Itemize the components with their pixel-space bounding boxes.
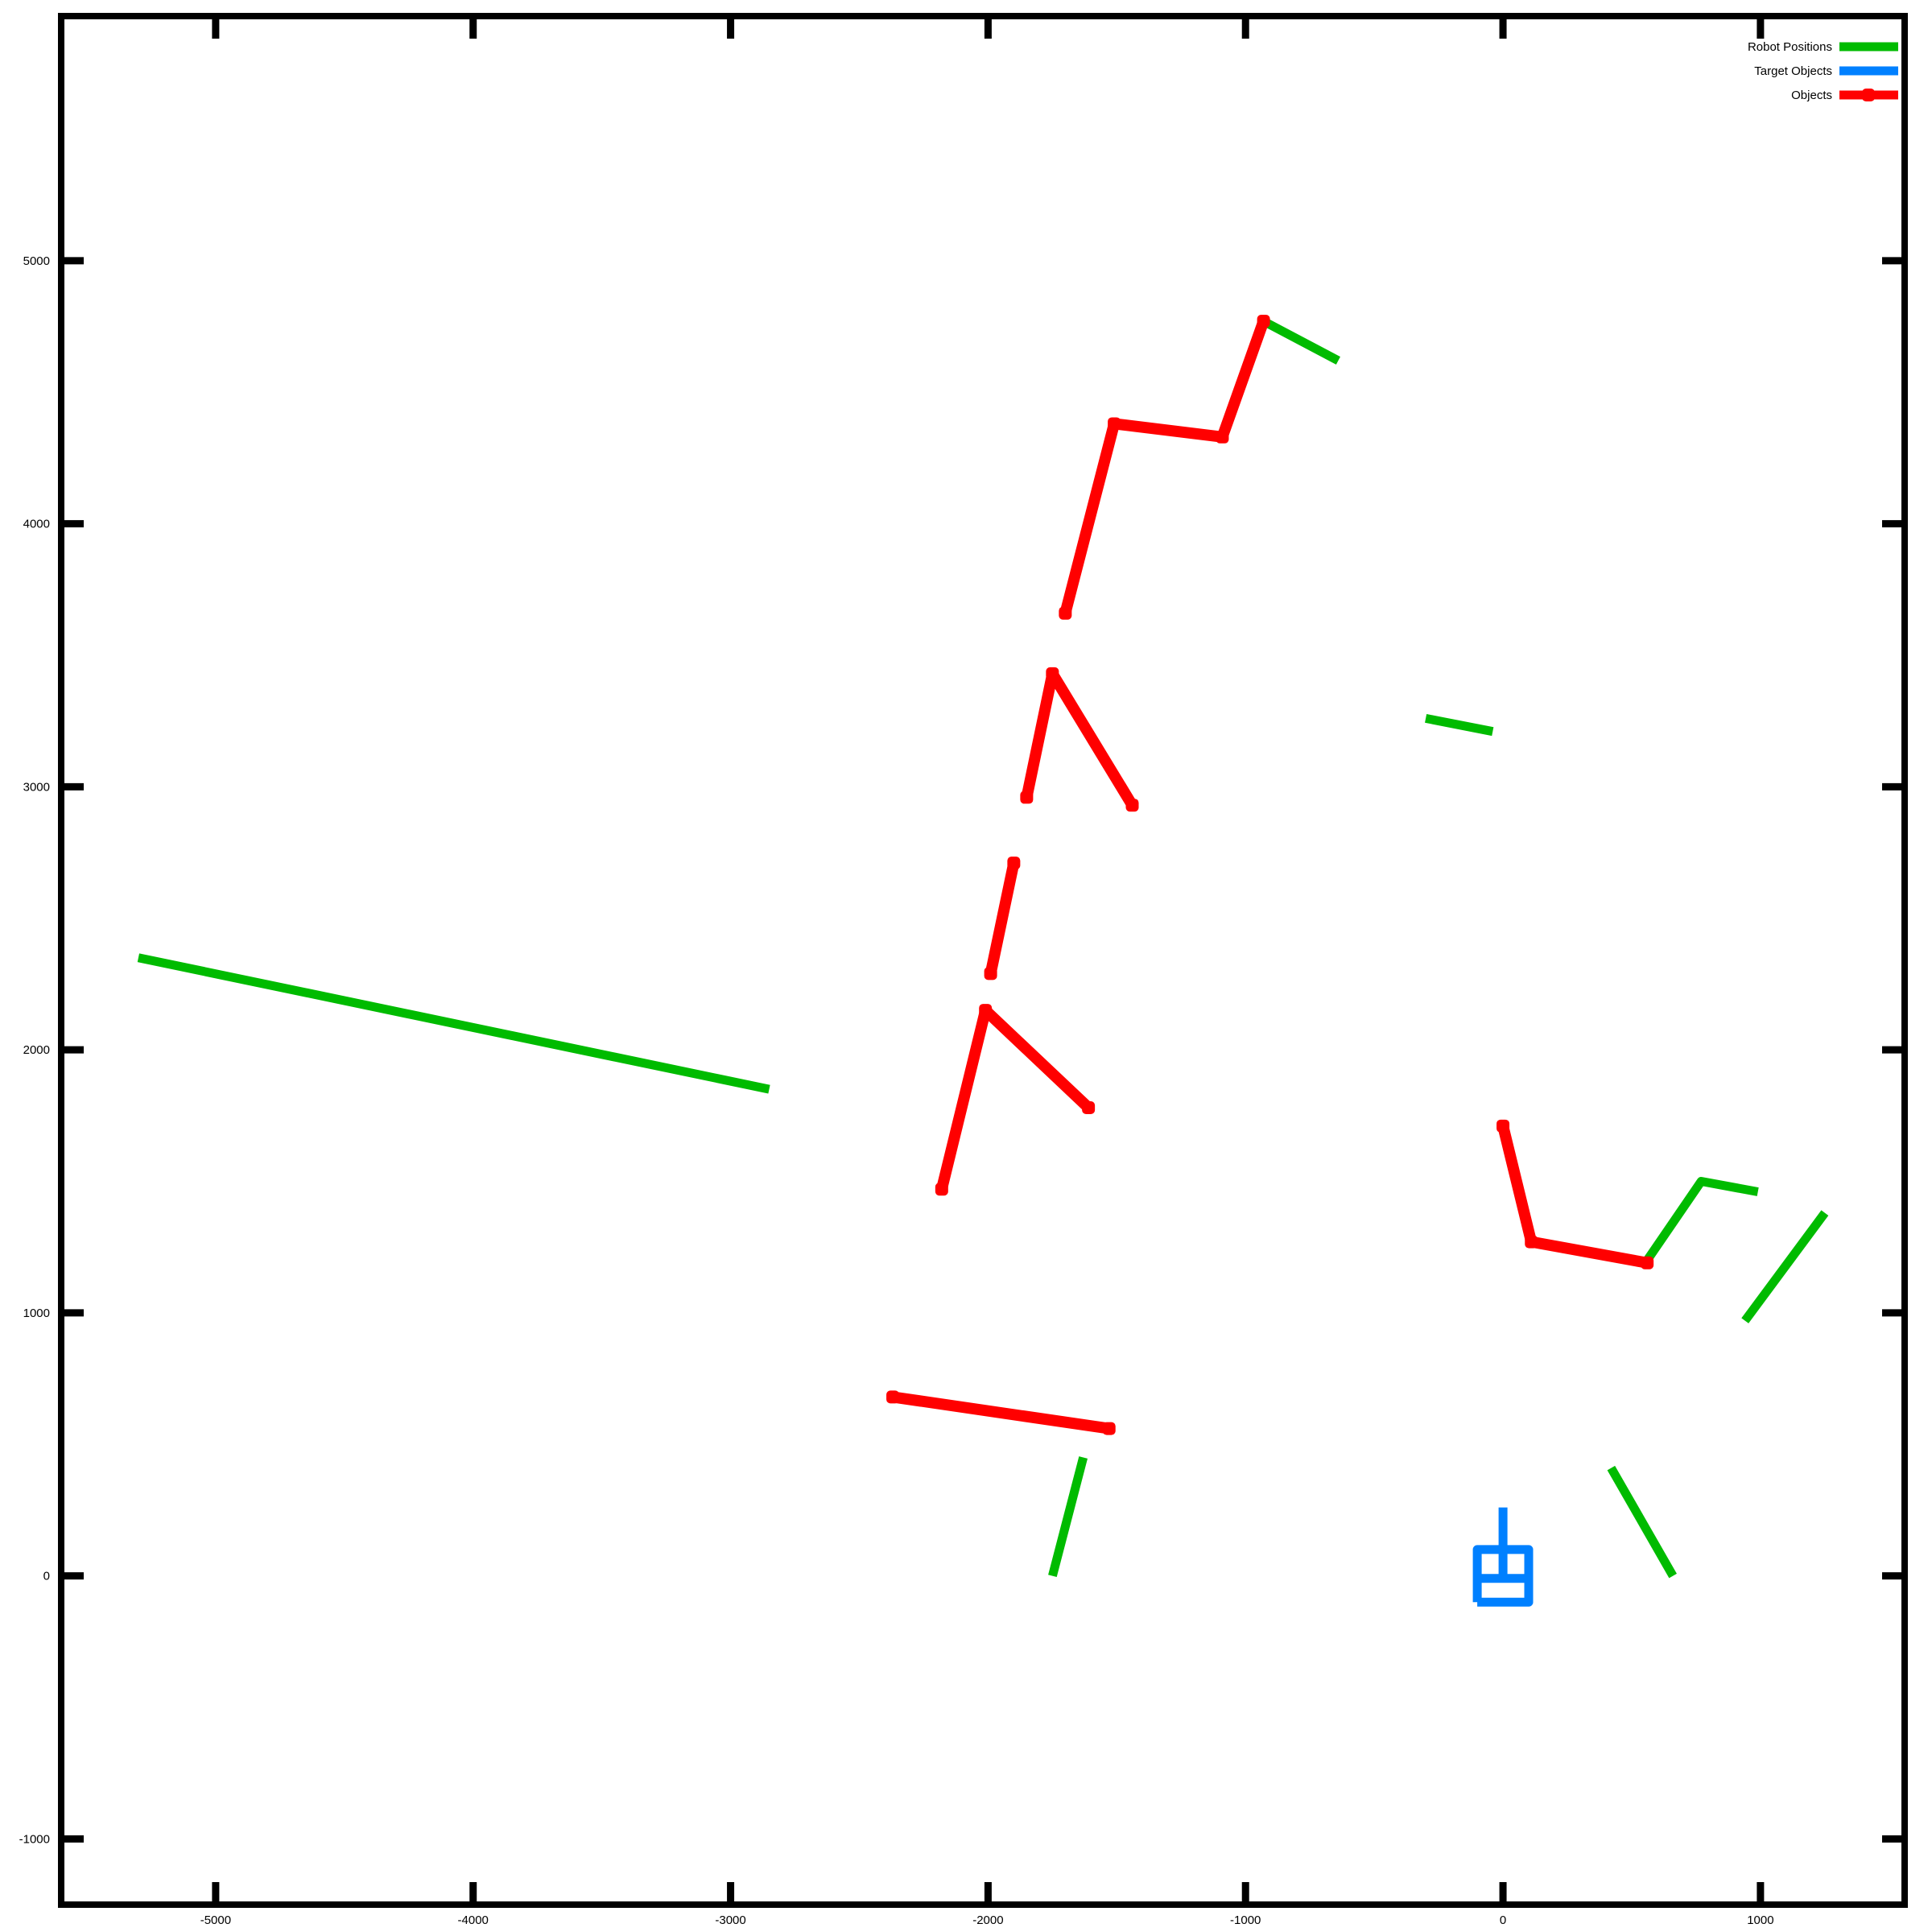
series-objects [886, 315, 1654, 1435]
data-point [1082, 1100, 1096, 1114]
x-tick-label: -4000 [458, 1913, 489, 1927]
axes-layer: -5000 -4000 -3000 -2000 -1000 0 1000 -1000 0 1000… [19, 13, 1908, 1927]
y-tick-label: 0 [43, 1570, 50, 1583]
series-line-segment [892, 1391, 1110, 1435]
legend-item: Robot Positions [1748, 40, 1898, 54]
x-tick-label: -3000 [715, 1913, 745, 1927]
data-point [935, 1183, 948, 1196]
data-point [1007, 857, 1021, 870]
x-tick-label: 0 [1500, 1913, 1506, 1927]
data-point [979, 1004, 993, 1018]
data-point [1525, 1235, 1538, 1249]
series-line-segment [1048, 1456, 1088, 1577]
data-point [1102, 1422, 1116, 1435]
data-point [1216, 430, 1229, 444]
data-point [1496, 1119, 1510, 1133]
series-line-segment [137, 953, 770, 1094]
x-tick-label: -1000 [1230, 1913, 1261, 1927]
legend-label: Robot Positions [1748, 40, 1832, 54]
series-layer [137, 315, 1829, 1607]
data-point [1108, 417, 1121, 431]
legend: Robot Positions Target Objects Objects [1748, 40, 1898, 102]
series-line-segment [1261, 317, 1340, 365]
data-point [1020, 791, 1034, 804]
data-point [984, 967, 997, 980]
data-point [886, 1390, 900, 1404]
x-tick-label: -2000 [972, 1913, 1003, 1927]
data-point [1059, 606, 1072, 620]
plot-frame [58, 13, 1908, 1908]
data-point [1641, 1256, 1654, 1269]
y-tick-label: 4000 [23, 518, 50, 531]
series-line-segment [1059, 319, 1269, 615]
y-tick-label: 5000 [23, 254, 50, 268]
data-point [1125, 799, 1139, 812]
series-target-objects [1472, 1507, 1534, 1607]
series-line-segment [1643, 1177, 1759, 1263]
legend-item: Objects [1791, 89, 1898, 102]
data-point [1257, 315, 1270, 328]
legend-label: Objects [1791, 89, 1832, 102]
data-point [1046, 667, 1059, 680]
legend-swatch-marker [1862, 89, 1875, 101]
y-tick-label: 2000 [23, 1043, 50, 1057]
x-tick-label: -5000 [200, 1913, 231, 1927]
y-tick-label: 1000 [23, 1307, 50, 1320]
series-line-segment [1425, 714, 1494, 737]
series-line-segment [1472, 1545, 1534, 1607]
y-tick-label: 3000 [23, 780, 50, 794]
legend-item: Target Objects [1754, 64, 1898, 78]
series-line-segment [985, 861, 1020, 975]
y-tick-label: -1000 [19, 1832, 50, 1846]
legend-label: Target Objects [1754, 64, 1832, 78]
series-robot-positions [137, 317, 1829, 1579]
series-line-segment [1607, 1465, 1677, 1579]
series-line-segment [1741, 1210, 1829, 1323]
x-tick-label: 1000 [1747, 1913, 1773, 1927]
